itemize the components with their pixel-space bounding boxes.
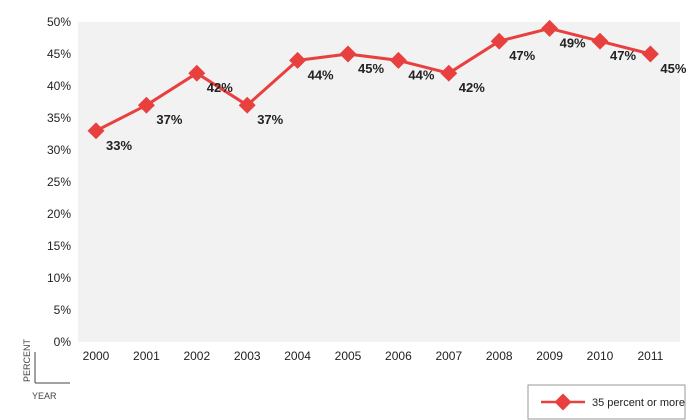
- y-tick-label: 50%: [47, 15, 71, 29]
- plot-area: [78, 22, 680, 342]
- data-point-marker: [591, 32, 609, 50]
- series-layer: 33% 37% 42% 37% 44% 45% 44% 42% 47% 49% 47% 45%: [87, 19, 687, 153]
- x-tick-label: 2008: [486, 349, 513, 363]
- data-label: 45%: [660, 61, 686, 76]
- x-tick-label: 2007: [435, 349, 462, 363]
- x-tick-label: 2006: [385, 349, 412, 363]
- x-tick-label: 2002: [183, 349, 210, 363]
- x-tick-label: 2004: [284, 349, 311, 363]
- legend-marker: [554, 393, 572, 411]
- x-tick-label: 2009: [536, 349, 563, 363]
- y-tick-label: 10%: [47, 271, 71, 285]
- data-label: 47%: [509, 48, 535, 63]
- y-tick-label: 25%: [47, 175, 71, 189]
- x-tick-label: 2001: [133, 349, 160, 363]
- y-tick-label: 15%: [47, 239, 71, 253]
- x-tick-label: 2000: [83, 349, 110, 363]
- x-axis: 2000 2001 2002 2003 2004 2005 2006 2007 2008 2009…: [83, 349, 664, 363]
- data-label: 37%: [156, 112, 182, 127]
- y-axis-label: PERCENT: [22, 338, 32, 382]
- data-label: 49%: [560, 35, 586, 50]
- data-label: 44%: [308, 67, 334, 82]
- data-point-marker: [137, 96, 155, 114]
- y-tick-label: 0%: [54, 335, 72, 349]
- x-tick-label: 2010: [587, 349, 614, 363]
- x-tick-label: 2011: [637, 349, 663, 363]
- data-label: 45%: [358, 61, 384, 76]
- y-tick-label: 40%: [47, 79, 71, 93]
- axis-corner: PERCENT YEAR: [22, 338, 70, 401]
- y-tick-label: 30%: [47, 143, 71, 157]
- data-label: 42%: [459, 80, 485, 95]
- x-axis-label: YEAR: [32, 391, 57, 401]
- y-tick-label: 20%: [47, 207, 71, 221]
- data-point-marker: [188, 64, 206, 82]
- data-point-marker: [238, 96, 256, 114]
- series-line: [95, 26, 651, 133]
- data-point-marker: [541, 19, 559, 37]
- y-tick-label: 35%: [47, 111, 71, 125]
- data-point-marker: [87, 122, 105, 140]
- y-tick-label: 5%: [54, 303, 72, 317]
- y-axis: 0% 5% 10% 15% 20% 25% 30% 35% 40% 45% 50%: [47, 15, 71, 349]
- data-point-marker: [641, 45, 659, 63]
- data-label: 42%: [207, 80, 233, 95]
- data-label: 33%: [106, 138, 132, 153]
- data-label: 37%: [257, 112, 283, 127]
- data-label: 47%: [610, 48, 636, 63]
- y-tick-label: 45%: [47, 47, 71, 61]
- legend-label: 35 percent or more: [592, 397, 685, 409]
- legend: 35 percent or more: [527, 384, 686, 420]
- x-tick-label: 2003: [234, 349, 261, 363]
- data-point-marker: [440, 64, 458, 82]
- data-label: 44%: [408, 67, 434, 82]
- x-tick-label: 2005: [335, 349, 362, 363]
